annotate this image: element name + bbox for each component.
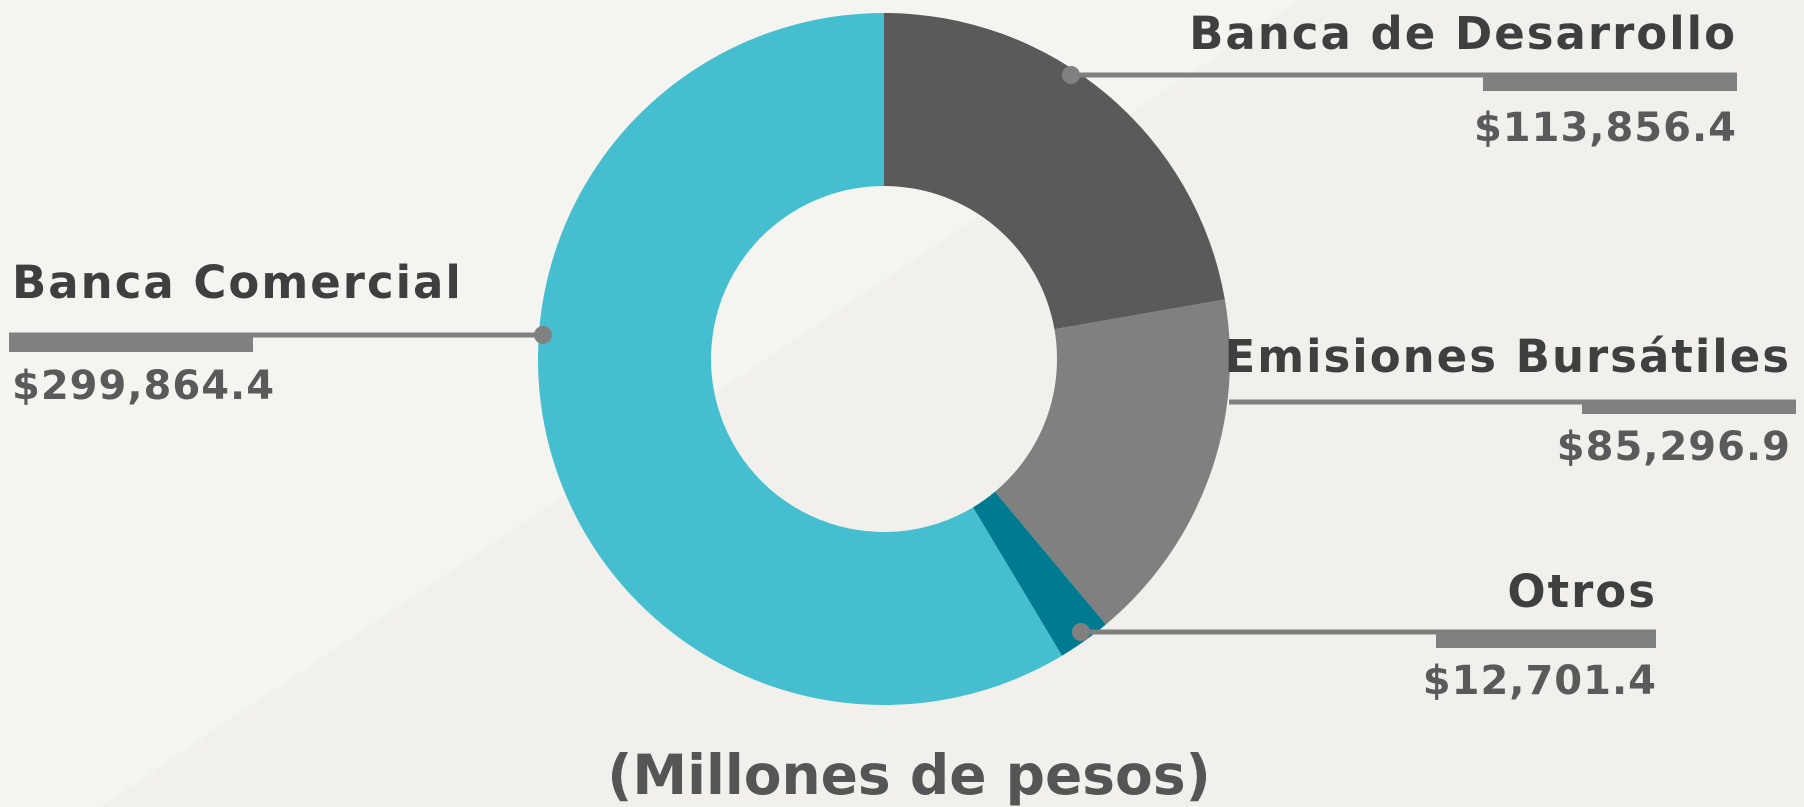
leader-dot xyxy=(534,326,552,344)
donut-slice xyxy=(538,13,1062,705)
leader-bar xyxy=(1483,73,1737,91)
value-label: $12,701.4 xyxy=(1423,658,1657,704)
donut-slice xyxy=(972,491,1106,656)
value-label: $113,856.4 xyxy=(1474,105,1737,151)
chart-title: (Millones de pesos) xyxy=(607,743,1210,807)
category-label: Banca de Desarrollo xyxy=(1189,7,1737,60)
category-label: Emisiones Bursátiles xyxy=(1224,330,1791,383)
leader-dot xyxy=(1062,66,1080,84)
donut-slice xyxy=(994,299,1230,625)
leader-bar xyxy=(9,333,253,352)
category-label: Otros xyxy=(1507,565,1657,618)
category-label: Banca Comercial xyxy=(12,256,463,309)
value-label: $85,296.9 xyxy=(1557,424,1791,470)
background-shade xyxy=(100,0,1804,807)
leader-bar xyxy=(1436,630,1656,648)
leader-dot xyxy=(1072,623,1090,641)
value-label: $299,864.4 xyxy=(12,363,275,409)
donut-slice xyxy=(884,13,1225,330)
leader-bar xyxy=(1582,400,1796,414)
